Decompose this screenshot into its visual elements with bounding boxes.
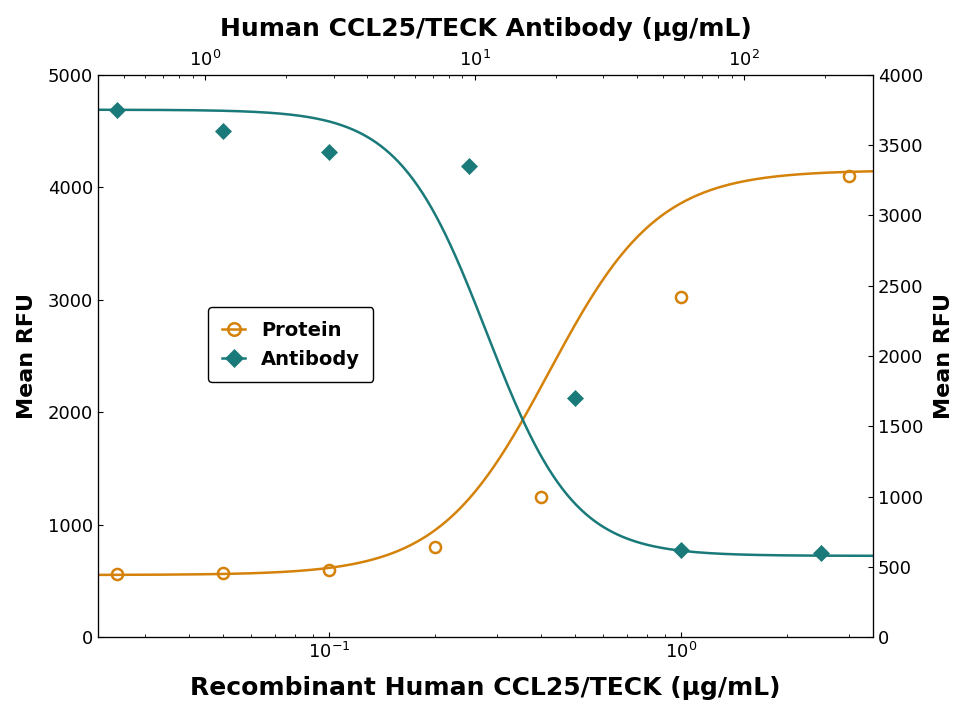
- Y-axis label: Mean RFU: Mean RFU: [17, 293, 37, 419]
- X-axis label: Human CCL25/TECK Antibody (μg/mL): Human CCL25/TECK Antibody (μg/mL): [219, 16, 752, 41]
- X-axis label: Recombinant Human CCL25/TECK (μg/mL): Recombinant Human CCL25/TECK (μg/mL): [190, 676, 781, 701]
- Legend: Protein, Antibody: Protein, Antibody: [209, 308, 374, 382]
- Y-axis label: Mean RFU: Mean RFU: [934, 293, 954, 419]
